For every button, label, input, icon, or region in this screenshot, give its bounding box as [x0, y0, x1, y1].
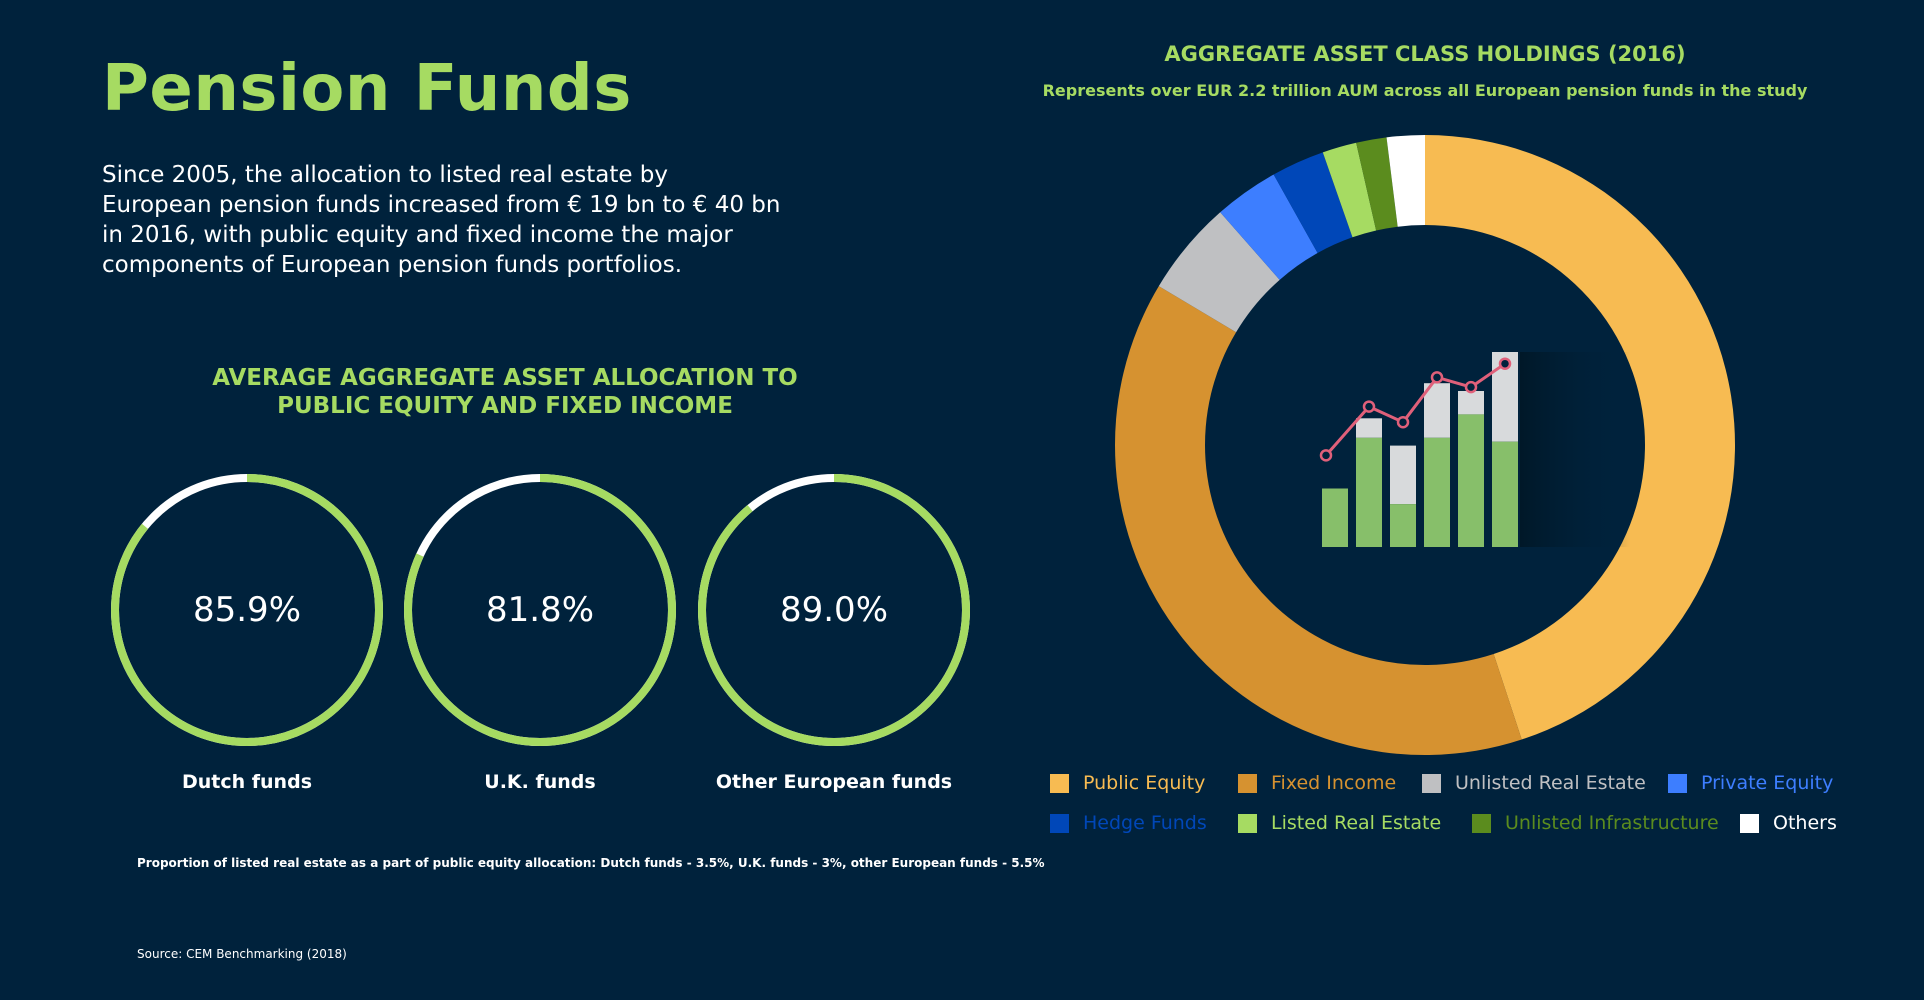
illustration-trend-point — [1498, 357, 1512, 370]
legend-swatch — [1472, 813, 1491, 833]
legend-item: Unlisted Infrastructure — [1472, 812, 1719, 834]
legend-label: Others — [1773, 812, 1837, 834]
legend-label: Listed Real Estate — [1271, 812, 1442, 834]
legend-swatch — [1238, 773, 1257, 793]
donut-slice-public-equity — [1425, 135, 1735, 740]
intro-paragraph: Since 2005, the allocation to listed rea… — [102, 162, 781, 278]
legend-label: Fixed Income — [1271, 772, 1397, 794]
donut-slice-listed-real-estate — [1322, 142, 1377, 238]
legend-item: Others — [1740, 812, 1837, 834]
illustration-bar — [1458, 414, 1484, 547]
donut-slice-private-equity — [1220, 174, 1318, 280]
ring-value: 85.9% — [192, 590, 301, 630]
allocation-section-title: AVERAGE AGGREGATE ASSET ALLOCATION TO PU… — [180, 364, 830, 420]
legend-swatch — [1668, 773, 1687, 793]
legend-item: Unlisted Real Estate — [1422, 772, 1646, 794]
illustration-trend-point — [1396, 415, 1410, 429]
ring-progress — [111, 474, 383, 746]
allocation-title-line-2: PUBLIC EQUITY AND FIXED INCOME — [277, 393, 733, 419]
page-title: Pension Funds — [102, 52, 632, 126]
illustration-bar-cap — [1458, 391, 1484, 415]
illustration-shadow — [1520, 352, 1630, 547]
legend-item: Private Equity — [1668, 772, 1833, 794]
ring-value: 89.0% — [779, 590, 888, 630]
legend-item: Fixed Income — [1238, 772, 1396, 794]
legend-item: Hedge Funds — [1050, 812, 1207, 834]
legend-label: Public Equity — [1083, 772, 1206, 794]
ring-uk-svg — [404, 474, 676, 746]
legend-swatch — [1238, 813, 1257, 833]
legend-swatch — [1050, 813, 1069, 833]
donut-chart — [1115, 135, 1735, 755]
illustration-bar-cap — [1356, 418, 1382, 438]
footnote: Proportion of listed real estate as a pa… — [137, 856, 1045, 870]
ring-chart-dutch: 85.9% — [107, 470, 387, 750]
donut-slice-hedge-funds — [1273, 152, 1353, 254]
ring-dutch-svg — [111, 474, 383, 746]
illustration-trend-line — [1324, 362, 1506, 457]
donut-slice-unlisted-real-estate — [1158, 212, 1280, 333]
illustration-trend-point — [1362, 400, 1376, 413]
ring-chart-other-european: 89.0% — [694, 470, 974, 750]
donut-title: AGGREGATE ASSET CLASS HOLDINGS (2016) — [1164, 42, 1686, 66]
donut-slice-unlisted-infrastructure — [1356, 137, 1398, 231]
ring-label: U.K. funds — [484, 771, 596, 793]
illustration-bar-cap — [1424, 383, 1450, 438]
ring-chart-uk: 81.8% — [400, 470, 680, 750]
donut-slice-fixed-income — [1115, 286, 1522, 755]
bar-and-line-chart-icon — [1319, 352, 1630, 547]
illustration-trend-point — [1319, 449, 1333, 462]
ring-other-svg — [698, 474, 970, 746]
illustration-trend-point — [1430, 371, 1444, 384]
illustration-bar — [1424, 437, 1450, 547]
illustration-bar — [1356, 437, 1382, 547]
illustration-bar-cap — [1390, 445, 1416, 505]
ring-label: Other European funds — [715, 771, 953, 793]
ring-label: Dutch funds — [181, 771, 312, 793]
legend-swatch — [1422, 773, 1441, 793]
ring-progress — [404, 474, 676, 746]
legend-swatch — [1050, 773, 1069, 793]
legend-label: Private Equity — [1701, 772, 1834, 794]
donut-subtitle: Represents over EUR 2.2 trillion AUM acr… — [1042, 81, 1808, 100]
donut-slices — [1115, 135, 1735, 755]
illustration-bar — [1390, 504, 1416, 547]
ring-progress — [698, 474, 970, 746]
legend-item: Public Equity — [1050, 772, 1205, 794]
illustration-trend-point — [1464, 380, 1478, 394]
legend-label: Hedge Funds — [1083, 812, 1207, 834]
legend-item: Listed Real Estate — [1238, 812, 1441, 834]
source-note: Source: CEM Benchmarking (2018) — [137, 947, 347, 961]
legend-label: Unlisted Infrastructure — [1505, 812, 1719, 834]
legend-swatch — [1740, 813, 1759, 833]
illustration-bar — [1322, 488, 1348, 547]
illustration-bar — [1492, 441, 1518, 547]
donut-slice-others — [1386, 135, 1425, 227]
legend-label: Unlisted Real Estate — [1455, 772, 1646, 794]
allocation-title-line-1: AVERAGE AGGREGATE ASSET ALLOCATION TO — [212, 365, 798, 391]
ring-value: 81.8% — [485, 590, 594, 630]
